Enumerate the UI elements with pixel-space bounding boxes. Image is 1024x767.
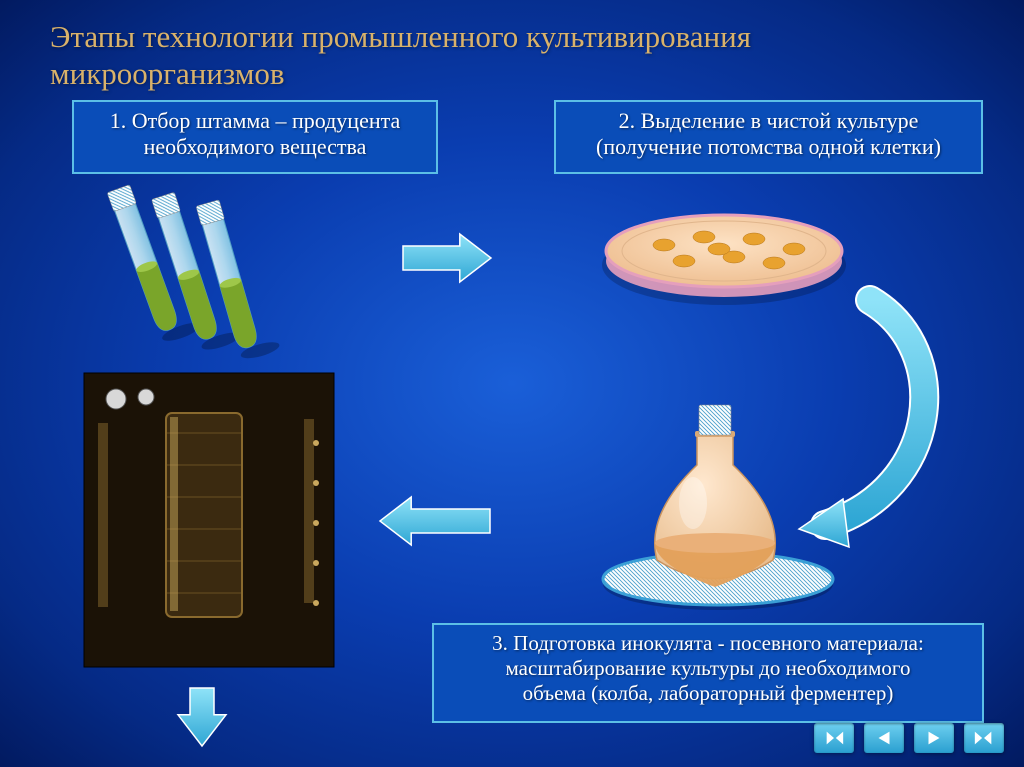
arrow-curve-icon	[799, 300, 924, 547]
box-step-2: 2. Выделение в чистой культуре (получени…	[554, 100, 983, 174]
box3-line3: объема (колба, лабораторный ферментер)	[523, 681, 894, 705]
box-step-3: 3. Подготовка инокулята - посевного мате…	[432, 623, 984, 723]
nav-prev-button[interactable]	[864, 723, 904, 753]
nav-last-button[interactable]	[964, 723, 1004, 753]
slide-title: Этапы технологии промышленного культивир…	[50, 18, 984, 92]
flask-icon	[655, 405, 776, 587]
nav-first-button[interactable]	[814, 723, 854, 753]
slide: Этапы технологии промышленного культивир…	[0, 0, 1024, 767]
plate-icon	[603, 553, 833, 610]
nav-next-button[interactable]	[914, 723, 954, 753]
box1-line1: 1. Отбор штамма – продуцента	[110, 108, 401, 133]
test-tubes-icon	[107, 178, 281, 362]
nav-controls	[814, 723, 1004, 753]
fermenter-photo	[84, 373, 334, 667]
box-step-1: 1. Отбор штамма – продуцента необходимог…	[72, 100, 438, 174]
arrow-right-1-icon	[403, 234, 491, 282]
petri-dish-icon	[602, 215, 846, 305]
box3-line1: 3. Подготовка инокулята - посевного мате…	[492, 631, 924, 655]
box3-line2: масштабирование культуры до необходимого	[506, 656, 911, 680]
arrow-left-icon	[380, 497, 490, 545]
arrow-down-icon	[178, 688, 226, 746]
box2-line2: (получение потомства одной клетки)	[596, 134, 941, 159]
box1-line2: необходимого вещества	[144, 134, 367, 159]
box2-line1: 2. Выделение в чистой культуре	[619, 108, 919, 133]
